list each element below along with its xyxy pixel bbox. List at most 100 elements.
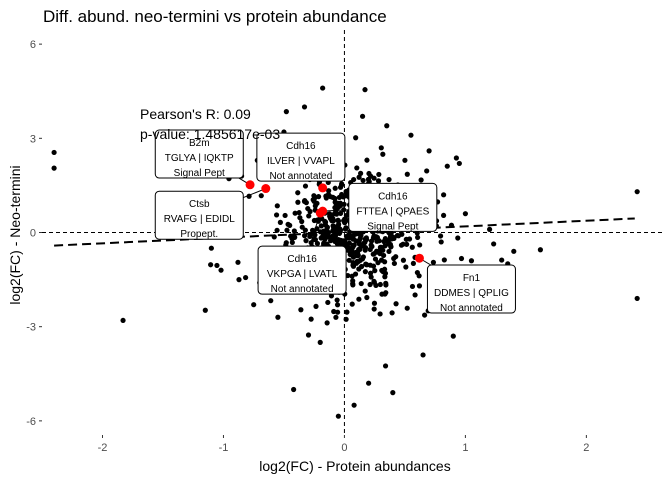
data-point [364, 157, 370, 163]
data-point [347, 248, 353, 254]
data-point [235, 259, 241, 265]
data-point [311, 193, 317, 199]
label-annotation: Not annotated [269, 171, 332, 182]
data-point [393, 301, 399, 307]
data-point [402, 157, 408, 163]
y-tick-label: 0 [30, 228, 36, 240]
data-point [343, 189, 350, 196]
data-point [298, 307, 304, 313]
x-tick-label: 2 [583, 442, 589, 454]
data-point [337, 203, 343, 209]
data-point [326, 188, 332, 194]
highlighted-points [245, 180, 424, 263]
label-annotation: Signal Pept [367, 221, 418, 232]
data-point [430, 259, 437, 265]
point-labels: B2m TGLYA | IQKTP Signal Pept Ctsb RVAFG | E… [154, 129, 516, 314]
data-point [274, 227, 280, 233]
data-point [368, 238, 375, 244]
data-point [400, 257, 407, 263]
data-point [327, 214, 333, 220]
data-point [404, 305, 410, 311]
data-point [330, 218, 337, 224]
data-point [268, 298, 274, 304]
data-point [362, 87, 368, 93]
data-point [313, 303, 319, 309]
data-point [363, 261, 369, 267]
data-point [368, 274, 374, 280]
data-point [386, 176, 392, 183]
data-point [362, 269, 368, 275]
data-point [408, 132, 414, 138]
data-point [376, 171, 382, 178]
data-point [296, 210, 302, 216]
data-point [325, 233, 331, 239]
data-point [302, 183, 309, 189]
x-tick-label: -2 [98, 442, 108, 454]
data-point [373, 282, 379, 288]
data-point [364, 294, 370, 301]
data-point [208, 245, 214, 251]
data-point [444, 163, 450, 169]
data-point [342, 219, 348, 225]
data-point [377, 311, 383, 317]
data-point [455, 235, 461, 241]
data-point [375, 260, 381, 266]
data-point [453, 155, 459, 161]
label-sequence: FTTEA | QPAES [356, 206, 429, 217]
data-point [310, 197, 316, 203]
data-point [303, 238, 309, 244]
data-point [371, 306, 377, 312]
data-point [359, 113, 366, 119]
y-axis-ticks: -6 -3 0 3 6 [26, 39, 42, 428]
label-annotation: Propept. [180, 229, 218, 240]
data-point [301, 104, 308, 110]
label-sequence: TGLYA | IQKTP [165, 153, 234, 164]
label-sequence: RVAFG | EDIDL [164, 214, 236, 225]
y-tick-label: -6 [26, 416, 36, 428]
data-point [356, 266, 362, 272]
data-point [350, 259, 356, 266]
data-point [331, 308, 337, 315]
label-box-frame [348, 182, 438, 232]
x-axis-ticks: -2 -1 0 1 2 [98, 435, 589, 454]
data-point [208, 262, 214, 268]
data-point [333, 238, 339, 245]
data-point [236, 277, 242, 283]
data-point [366, 380, 372, 386]
point-label-box: Cdh16 ILVER | VVAPL Not annotated [256, 132, 346, 182]
data-point [424, 168, 430, 174]
data-point [343, 212, 350, 219]
data-point [333, 200, 340, 206]
x-tick-label: -1 [219, 442, 229, 454]
x-tick-label: 0 [341, 442, 347, 454]
point-label-box: B2m TGLYA | IQKTP Signal Pept [154, 129, 244, 179]
data-point [372, 268, 378, 274]
data-point [491, 241, 497, 247]
data-point [440, 212, 447, 219]
data-point [378, 145, 384, 151]
label-sequence: DDMES | QPLIG [434, 288, 509, 299]
label-gene: Cdh16 [287, 254, 317, 265]
data-point [120, 317, 126, 324]
data-point [285, 221, 291, 227]
data-point [336, 194, 343, 200]
data-point [358, 280, 364, 287]
data-point [325, 299, 331, 306]
data-point [307, 208, 313, 215]
data-point [334, 302, 341, 308]
data-point [350, 282, 356, 288]
data-point [306, 213, 312, 219]
data-point [315, 194, 322, 200]
data-point [333, 314, 339, 320]
data-point [251, 302, 257, 308]
data-point [275, 314, 281, 320]
data-point [458, 255, 465, 262]
regression-line [54, 217, 635, 247]
data-point [51, 165, 57, 171]
data-point [395, 233, 402, 239]
data-point [403, 264, 409, 270]
highlighted-point [318, 183, 328, 193]
data-point [378, 257, 385, 263]
data-point [351, 176, 357, 183]
data-point [320, 85, 326, 91]
